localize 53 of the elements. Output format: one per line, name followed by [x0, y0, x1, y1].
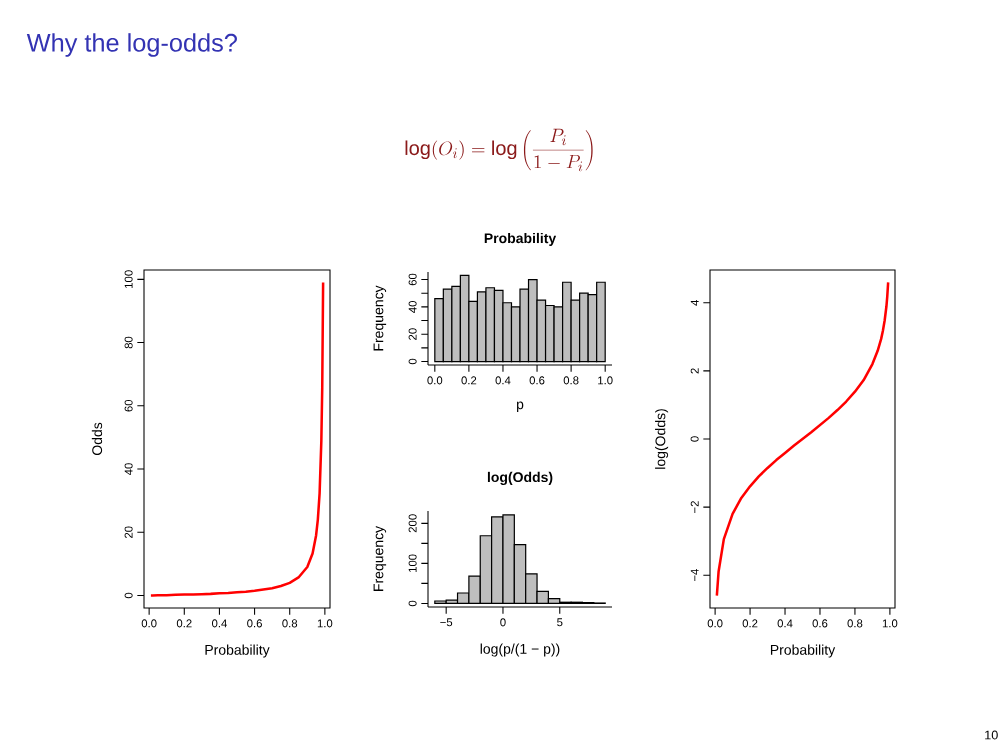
x-tick-label: 0.2	[742, 619, 758, 628]
y-tick-label: 0	[690, 436, 699, 442]
x-tick-label: 1.0	[882, 619, 898, 628]
x-axis-title: p	[517, 401, 524, 412]
text: 10	[985, 730, 998, 740]
x-tick-label: 0.2	[461, 376, 477, 385]
line-series	[149, 281, 325, 597]
x-tick-label: 0.8	[563, 376, 579, 385]
y-axis-title: log(Odds)	[655, 409, 669, 469]
x-tick-label: 0.6	[812, 619, 828, 628]
x-tick-label: 0.6	[529, 376, 545, 385]
x-tick-label: 0.4	[211, 619, 227, 628]
x-axis-title: Probability	[770, 644, 836, 658]
x-tick-label: 0.6	[247, 619, 262, 628]
x-tick-label: 0.8	[847, 619, 863, 628]
y-tick-label: 4	[690, 299, 699, 306]
y-axis-title: Frequency	[373, 285, 387, 351]
x-tick-label: 0.2	[176, 619, 192, 628]
x-tick-label: 1.0	[598, 376, 613, 385]
x-axis-title: Probability	[205, 644, 270, 658]
x-tick-label: 0.4	[777, 619, 793, 628]
y-tick-label: 20	[408, 328, 417, 340]
y-tick-label: 40	[124, 463, 133, 476]
x-tick-label: 5	[557, 618, 563, 627]
x-tick-label: 0	[500, 618, 506, 627]
x-tick-label: 0.8	[282, 619, 298, 628]
chart-title: log(Odds)	[487, 471, 553, 485]
y-tick-label: 2	[690, 368, 699, 374]
y-tick-label: 0	[124, 592, 133, 599]
text: $\log(O_i) = \log\left(\frac{P_i}{1-P_i}\right)$	[405, 128, 593, 172]
x-tick-label: −5	[440, 618, 453, 627]
y-tick-label: 80	[124, 336, 133, 349]
y-axis-title: Frequency	[373, 525, 387, 591]
text: Why the log-odds?	[26, 33, 237, 57]
x-tick-label: 0.0	[141, 619, 157, 628]
y-tick-label: 100	[408, 554, 417, 572]
y-tick-label: −2	[690, 501, 699, 513]
y-tick-label: 0	[408, 600, 417, 607]
x-tick-label: 0.4	[495, 376, 511, 385]
x-tick-label: 1.0	[317, 619, 333, 628]
chart-title: Probability	[484, 232, 557, 246]
x-axis-title: log(p/(1 − p))	[480, 643, 560, 657]
y-tick-label: 0	[408, 358, 417, 365]
x-tick-label: 0.0	[427, 376, 443, 385]
x-tick-label: 0.0	[707, 619, 723, 628]
y-axis-title: Odds	[91, 422, 103, 456]
y-tick-label: 60	[408, 273, 417, 286]
y-tick-label: 100	[124, 270, 133, 288]
y-tick-label: 40	[408, 301, 417, 313]
y-tick-label: 20	[124, 526, 133, 538]
y-tick-label: 60	[124, 399, 133, 412]
y-tick-label: 200	[408, 514, 417, 533]
y-tick-label: −4	[690, 569, 699, 582]
